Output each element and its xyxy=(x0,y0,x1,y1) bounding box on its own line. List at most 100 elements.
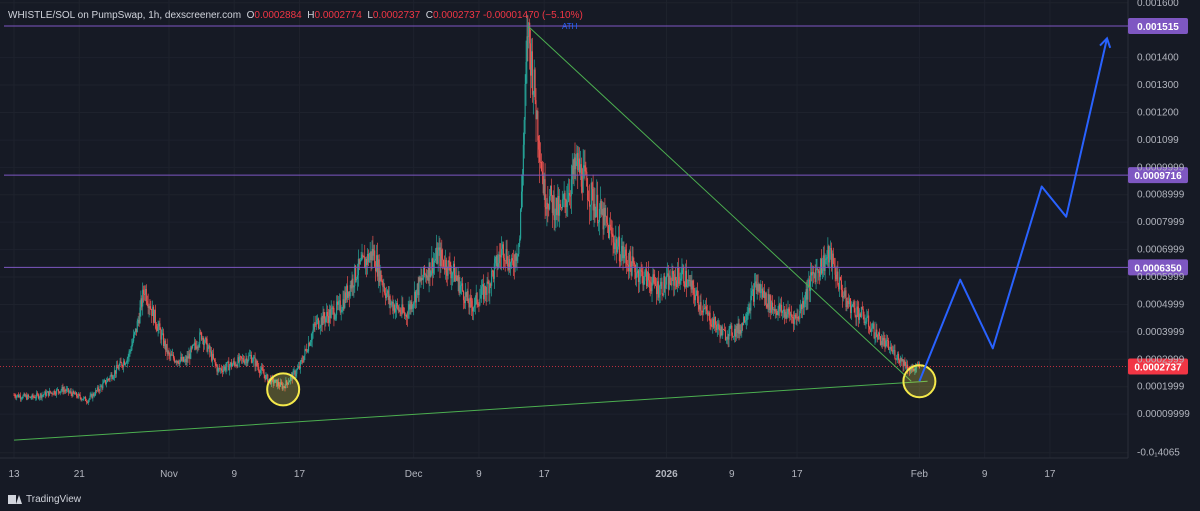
candle-body xyxy=(905,365,907,369)
candle-body xyxy=(181,357,183,361)
candle-body xyxy=(752,289,755,302)
candle-body xyxy=(215,363,217,366)
candle-body xyxy=(560,206,562,209)
candle-body xyxy=(218,368,220,369)
candle-body xyxy=(713,318,715,328)
candle-body xyxy=(29,396,31,398)
candle-body xyxy=(112,378,114,380)
candle-body xyxy=(727,336,729,340)
candle-body xyxy=(179,360,181,365)
candle-body xyxy=(383,286,385,288)
candle-body xyxy=(356,279,358,281)
candle-body xyxy=(19,395,21,399)
tradingview-footer[interactable]: TradingView xyxy=(8,494,81,505)
candle-body xyxy=(332,307,334,309)
candle-body xyxy=(165,343,167,350)
candle-body xyxy=(487,281,489,284)
candle-body xyxy=(154,309,156,325)
candle-body xyxy=(326,311,328,318)
candle-body xyxy=(346,285,348,300)
candle-body xyxy=(177,360,179,363)
candle-body xyxy=(631,256,633,276)
candle-body xyxy=(389,296,391,305)
candle-body xyxy=(13,394,15,396)
candle-body xyxy=(644,271,646,281)
candle-body xyxy=(299,361,301,369)
candle-body xyxy=(356,275,359,280)
candle-body xyxy=(201,337,204,340)
candle-body xyxy=(904,360,906,366)
candle-body xyxy=(677,268,679,277)
candle-body xyxy=(350,285,352,289)
candle-body xyxy=(710,324,712,326)
candle-body xyxy=(475,292,477,297)
candle-body xyxy=(111,374,113,380)
candle-body xyxy=(569,193,571,196)
candle-body xyxy=(670,283,672,285)
candle-body xyxy=(656,281,659,295)
candle-body xyxy=(645,269,647,272)
candle-body xyxy=(118,365,120,370)
candle-body xyxy=(117,368,119,370)
candle-body xyxy=(139,307,141,324)
candle-body xyxy=(44,391,46,395)
candle-body xyxy=(660,281,662,286)
candle-body xyxy=(585,171,587,173)
candle-body xyxy=(914,368,916,371)
candle-body xyxy=(800,304,802,312)
time-tick-label: 17 xyxy=(539,469,551,480)
price-tick-label: 0.0009999 xyxy=(1137,162,1185,173)
descending-trendline xyxy=(527,25,912,382)
current-price-label: 0.0002737 xyxy=(1134,362,1182,373)
candle-body xyxy=(551,195,553,213)
candle-body xyxy=(436,247,438,264)
candle-body xyxy=(71,393,73,397)
candle-body xyxy=(159,323,161,330)
candle-body xyxy=(700,302,702,311)
candle-body xyxy=(819,271,821,277)
candle-body xyxy=(890,346,892,350)
candle-body xyxy=(813,273,815,275)
candle-body xyxy=(225,367,227,371)
candle-body xyxy=(63,389,65,392)
candle-body xyxy=(46,392,48,396)
time-tick-label: 17 xyxy=(791,469,803,480)
candle-body xyxy=(345,292,347,300)
candle-body xyxy=(882,337,884,345)
candle-body xyxy=(903,360,905,367)
candle-body xyxy=(530,43,532,76)
candle-body xyxy=(462,291,465,301)
candle-body xyxy=(53,390,55,395)
candle-body xyxy=(145,288,147,302)
candle-body xyxy=(203,342,205,345)
candle-body xyxy=(811,271,814,276)
candle-body xyxy=(122,366,124,368)
candle-body xyxy=(194,342,196,346)
candle-body xyxy=(124,363,127,365)
candle-body xyxy=(542,175,544,194)
candle-body xyxy=(886,340,888,342)
time-tick-label: 9 xyxy=(231,469,237,480)
candle-body xyxy=(335,314,337,319)
candle-body xyxy=(367,253,369,263)
candle-body xyxy=(437,250,439,264)
time-tick-label: 17 xyxy=(294,469,306,480)
candle-body xyxy=(223,366,225,369)
candle-body xyxy=(801,304,803,310)
candle-body xyxy=(253,357,255,359)
candle-body xyxy=(395,308,397,313)
candle-body xyxy=(190,347,192,359)
candle-body xyxy=(891,349,893,353)
candle-body xyxy=(374,250,376,267)
candle-body xyxy=(176,360,178,363)
candle-body xyxy=(540,161,542,163)
candle-body xyxy=(150,308,152,310)
level-price-badge xyxy=(1128,167,1188,184)
candle-body xyxy=(83,397,85,400)
candle-body xyxy=(439,247,441,266)
candle-body xyxy=(352,278,354,288)
candle-body xyxy=(445,259,447,273)
candle-body xyxy=(597,194,599,224)
candle-body xyxy=(908,370,910,372)
